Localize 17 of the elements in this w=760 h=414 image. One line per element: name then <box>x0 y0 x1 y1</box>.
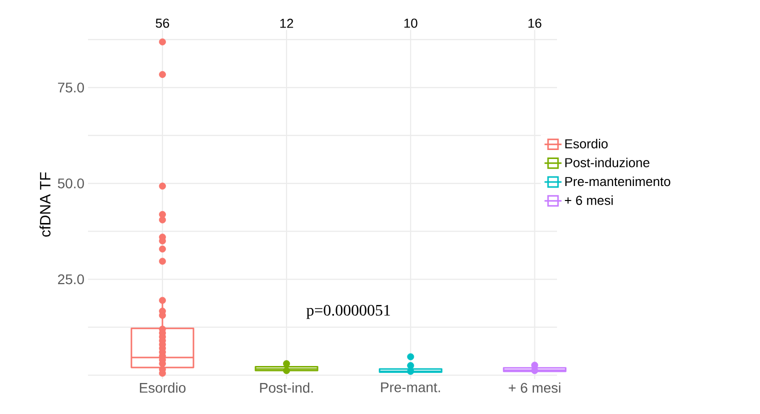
text: 10 <box>404 18 418 28</box>
text: 16 <box>528 18 542 28</box>
y-tick-label: 50.0 <box>58 178 84 188</box>
y-tick-label: 25.0 <box>58 274 84 284</box>
x-tick-label: + 6 mesi <box>508 382 560 393</box>
y-tick-label: 75.0 <box>58 82 84 92</box>
legend-label: Pre-mantenimento <box>565 176 670 186</box>
y-axis-title: cfDNA TF <box>40 172 50 237</box>
x-tick-label: Pre-mant. <box>381 382 440 392</box>
text: 56 <box>156 18 170 28</box>
annotation: p=0.0000051 <box>306 304 390 319</box>
legend-label: Post-induzione <box>565 158 650 168</box>
legend-label: + 6 mesi <box>564 195 613 205</box>
legend-label: Esordio <box>565 138 608 148</box>
text: 12 <box>280 18 294 28</box>
x-tick-label: Post-ind. <box>260 382 313 393</box>
x-tick-label: Esordio <box>140 382 186 393</box>
